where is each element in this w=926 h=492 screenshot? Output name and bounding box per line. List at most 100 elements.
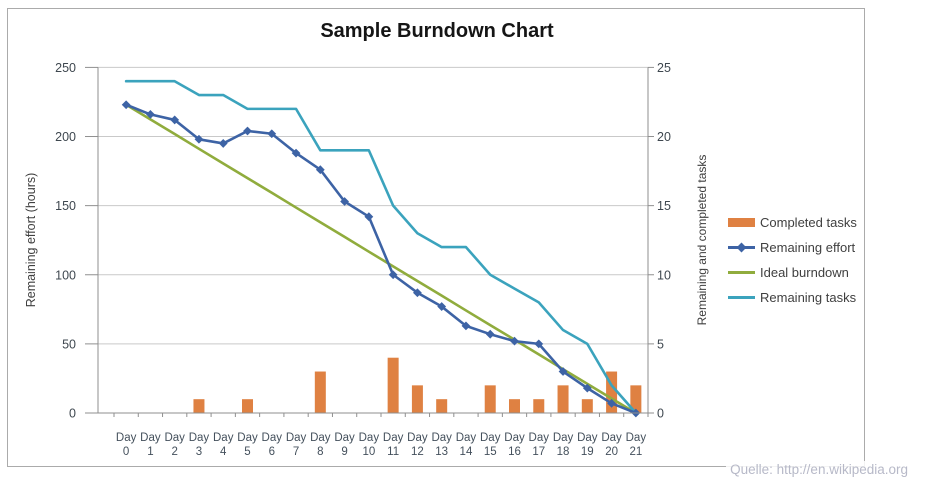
- marker-remaining-effort: [510, 336, 519, 346]
- left-axis-tick-label: 200: [55, 130, 76, 144]
- legend-item-completed-tasks: Completed tasks: [728, 214, 857, 230]
- chart-title: Sample Burndown Chart: [320, 20, 554, 42]
- right-axis-title: Remaining and completed tasks: [695, 154, 709, 326]
- marker-remaining-effort: [218, 139, 228, 148]
- right-axis-tick-label: 5: [657, 337, 664, 351]
- x-axis-label-word: Day: [164, 432, 185, 444]
- marker-remaining-effort: [146, 110, 155, 119]
- line-ideal-burndown: [124, 103, 638, 415]
- bar-completed-tasks: [193, 399, 205, 413]
- bar-completed-tasks: [484, 385, 496, 413]
- x-axis-label-word: Day: [286, 432, 307, 444]
- x-axis-label-word: Day: [189, 432, 210, 444]
- bar-completed-tasks: [557, 385, 569, 413]
- x-axis-label-number: 18: [557, 446, 570, 458]
- axis-tick-labels: 0 50 100 150 200 250 0 5 10 15 20 25 Day 0 Day 1 Day 2 Day…: [55, 61, 671, 458]
- x-axis-label-number: 21: [629, 446, 642, 458]
- legend-item-remaining-effort: Remaining effort: [728, 239, 857, 255]
- bars-completed-tasks: [193, 357, 642, 413]
- left-axis-title: Remaining effort (hours): [24, 172, 38, 308]
- x-axis-label-word: Day: [213, 432, 234, 444]
- left-axis-tick-label: 150: [55, 199, 76, 213]
- x-axis-label-word: Day: [504, 432, 525, 444]
- marker-remaining-effort: [607, 398, 616, 408]
- bar-completed-tasks: [436, 399, 448, 413]
- legend-label: Remaining tasks: [760, 289, 857, 305]
- x-axis-label-word: Day: [237, 432, 258, 444]
- legend-label: Remaining effort: [760, 239, 856, 255]
- right-axis-tick-label: 15: [657, 199, 671, 213]
- marker-remaining-effort: [534, 339, 544, 349]
- x-axis-label-number: 16: [508, 446, 521, 458]
- x-axis-label-number: 19: [581, 446, 594, 458]
- bar-completed-tasks: [630, 385, 642, 413]
- x-axis-label-number: 11: [387, 446, 399, 458]
- bar-completed-tasks: [581, 399, 593, 413]
- legend: Completed tasks Remaining effort Ideal b…: [728, 215, 857, 315]
- x-axis-label-number: 20: [605, 446, 618, 458]
- marker-remaining-effort: [582, 383, 592, 393]
- x-axis-label-word: Day: [626, 432, 647, 444]
- x-axis-label-word: Day: [334, 432, 355, 444]
- x-axis-label-word: Day: [456, 432, 477, 444]
- marker-remaining-effort: [267, 129, 277, 139]
- gridlines: [98, 66, 648, 345]
- ideal-burndown-swatch: [728, 265, 755, 279]
- marker-remaining-effort: [194, 134, 204, 144]
- legend-label: Ideal burndown: [760, 264, 849, 280]
- x-axis-label-number: 0: [123, 446, 129, 458]
- x-axis-label-word: Day: [529, 432, 550, 444]
- x-axis-label-number: 14: [460, 446, 473, 458]
- x-axis-label-number: 7: [293, 446, 299, 458]
- right-axis-tick-label: 0: [657, 407, 664, 421]
- x-axis-label-number: 10: [362, 446, 375, 458]
- right-axis-tick-label: 20: [657, 130, 671, 144]
- bar-completed-tasks: [509, 399, 520, 413]
- legend-label: Completed tasks: [760, 214, 857, 230]
- x-axis-label-word: Day: [480, 432, 501, 444]
- marker-remaining-effort: [413, 288, 422, 298]
- x-axis-label-word: Day: [553, 432, 574, 444]
- left-axis-tick-label: 100: [55, 268, 76, 282]
- x-axis-label-word: Day: [407, 432, 428, 444]
- bar-completed-tasks: [387, 357, 399, 413]
- x-axis-label-number: 17: [532, 446, 545, 458]
- legend-item-remaining-tasks: Remaining tasks: [728, 289, 857, 305]
- remaining-tasks-swatch: [728, 290, 755, 304]
- marker-remaining-effort: [315, 165, 325, 175]
- remaining-effort-swatch: [728, 240, 755, 254]
- x-axis-label-number: 1: [147, 446, 153, 458]
- x-axis-label-number: 15: [484, 446, 497, 458]
- bar-completed-tasks: [314, 371, 326, 413]
- left-axis-tick-label: 50: [62, 337, 76, 351]
- marker-remaining-effort: [364, 212, 374, 222]
- completed-tasks-swatch: [728, 215, 755, 229]
- marker-remaining-effort: [291, 148, 301, 158]
- axes: [85, 66, 654, 417]
- x-axis-label-number: 13: [435, 446, 448, 458]
- x-axis-label-number: 12: [411, 446, 424, 458]
- x-axis-label-word: Day: [359, 432, 380, 444]
- x-axis-label-word: Day: [601, 432, 622, 444]
- chart-frame: [7, 8, 865, 467]
- marker-remaining-effort: [340, 197, 349, 206]
- x-axis-label-number: 9: [341, 446, 347, 458]
- right-axis-tick-label: 10: [657, 268, 671, 282]
- x-axis-label-number: 4: [220, 446, 227, 458]
- x-axis-label-number: 2: [171, 446, 177, 458]
- source-watermark: Quelle: http://en.wikipedia.org: [726, 461, 912, 479]
- right-axis-tick-label: 25: [657, 61, 671, 75]
- marker-remaining-effort: [437, 302, 447, 311]
- marker-remaining-effort: [121, 100, 131, 110]
- x-axis-label-word: Day: [577, 432, 598, 444]
- bar-completed-tasks: [533, 399, 545, 413]
- x-axis-label-word: Day: [140, 432, 161, 444]
- marker-remaining-effort: [461, 321, 471, 331]
- marker-remaining-effort: [558, 367, 568, 376]
- x-axis-label-word: Day: [116, 432, 137, 444]
- marker-remaining-effort: [388, 270, 398, 280]
- left-axis-tick-label: 0: [69, 407, 76, 421]
- marker-remaining-effort: [243, 126, 252, 136]
